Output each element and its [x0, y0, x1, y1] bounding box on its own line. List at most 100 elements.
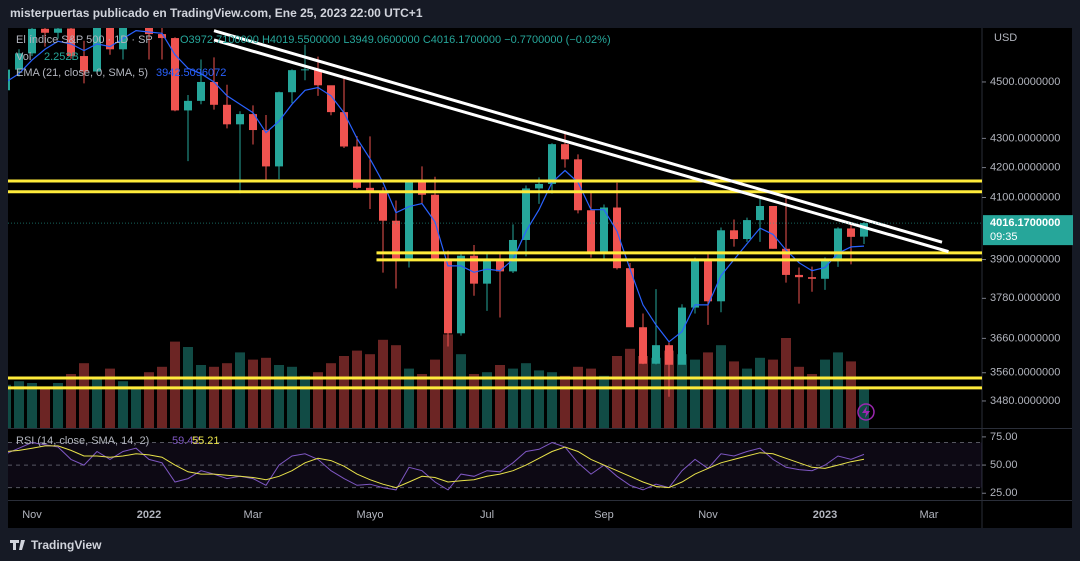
volume-bar [573, 366, 583, 428]
volume-bar [508, 368, 518, 428]
x-tick-label: Sep [594, 509, 614, 521]
ema-line [8, 29, 865, 343]
candle-body [483, 259, 491, 284]
candle-body [106, 28, 114, 50]
candle-body [366, 187, 374, 191]
last-price-label: 4016.1700000 [990, 217, 1060, 229]
rsi-tick-label: 25.00 [990, 487, 1018, 499]
y-tick-label: 3900.0000000 [990, 253, 1060, 265]
candle-body [314, 69, 322, 86]
candle-body [93, 28, 101, 72]
bolt-glyph [862, 406, 870, 418]
candle-body [860, 223, 868, 237]
volume-bar [703, 352, 713, 428]
volume-bar [612, 356, 622, 428]
volume-bar [235, 352, 245, 428]
candle-body [769, 205, 777, 249]
volume-bar [820, 359, 830, 428]
rsi-value: 59.42 [172, 435, 200, 447]
volume-bar [807, 374, 817, 428]
volume-bar [833, 352, 843, 428]
volume-bar [92, 377, 102, 428]
volume-bar [131, 388, 141, 428]
candle-body [171, 38, 179, 111]
y-tick-label: 4500.0000000 [990, 76, 1060, 88]
y-tick-label: 3780.0000000 [990, 292, 1060, 304]
candle-body [678, 307, 686, 365]
x-tick-label: 2022 [137, 509, 161, 521]
volume-bar [248, 359, 258, 428]
volume-bar [170, 341, 180, 428]
volume-bar [326, 363, 336, 428]
y-tick-label: 4100.0000000 [990, 191, 1060, 203]
volume-bar [742, 368, 752, 428]
volume-bar [846, 361, 856, 428]
volume-bar [378, 339, 388, 428]
candle-body [210, 81, 218, 105]
candle-body [652, 345, 660, 364]
ema-name: EMA (21, close, 0, SMA, 5) [16, 67, 148, 79]
candle-body [67, 28, 75, 57]
brand-logo [10, 540, 25, 550]
rsi-tick-label: 50.00 [990, 459, 1018, 471]
rsi-name: RSI (14, close, SMA, 14, 2) [16, 435, 149, 447]
volume-bar [547, 372, 557, 428]
candle-body [41, 28, 49, 33]
candle-body [496, 259, 504, 272]
candle-body [379, 190, 387, 221]
axis-layer: 3480.0000000 3560.0000000 3660.0000000 3780… [8, 76, 1073, 521]
countdown: 09:35 [990, 231, 1018, 243]
volume-bar [755, 357, 765, 428]
x-tick-label: Mar [244, 509, 263, 521]
candle-body [717, 230, 725, 302]
volume-bar [677, 354, 687, 428]
plot-background [8, 28, 1072, 528]
rsi-layer [8, 441, 982, 491]
candle-body [301, 69, 309, 71]
volume-bar [144, 372, 154, 428]
volume-bar [300, 375, 310, 428]
candle-body [587, 210, 595, 252]
volume-bar [521, 363, 531, 428]
candle-body [730, 230, 738, 240]
volume-bar [261, 357, 271, 428]
candle-body [236, 114, 244, 125]
volume-bar [495, 365, 505, 428]
volume-bar [313, 372, 323, 428]
candle-body [548, 144, 556, 184]
candle-body [704, 259, 712, 302]
volume-bar [781, 338, 791, 428]
volume-bar [469, 374, 479, 428]
candle-body [340, 112, 348, 147]
candle-body [821, 261, 829, 279]
publisher: misterpuertas publicado en TradingView.c… [10, 6, 423, 20]
candle-body [470, 255, 478, 284]
candle-body [561, 144, 569, 160]
rsi-line [8, 445, 865, 489]
volume-bar [105, 368, 115, 428]
candle-body [158, 34, 166, 39]
ohlc-label: O3972.7100000 H4019.5500000 L3949.060000… [180, 34, 611, 46]
y-tick-label: 3480.0000000 [990, 395, 1060, 407]
volume-bar [118, 381, 128, 428]
bolt-icon[interactable] [857, 403, 875, 421]
volume-bar [859, 387, 869, 428]
volume-bar [560, 375, 570, 428]
candle-body [639, 327, 647, 364]
candle-body [574, 159, 582, 211]
candle-body [756, 205, 764, 221]
volume-bar [534, 370, 544, 428]
candle-body [522, 188, 530, 240]
candle-body [535, 183, 543, 189]
x-tick-label: 2023 [813, 509, 837, 521]
drawings-layer [8, 29, 982, 390]
rsi-line [8, 441, 865, 491]
candle-body [600, 207, 608, 252]
volume-bar [638, 356, 648, 428]
ema-label: 3942.5096072 [156, 67, 226, 79]
y-tick-label: 3560.0000000 [990, 367, 1060, 379]
volume-bar [209, 366, 219, 428]
